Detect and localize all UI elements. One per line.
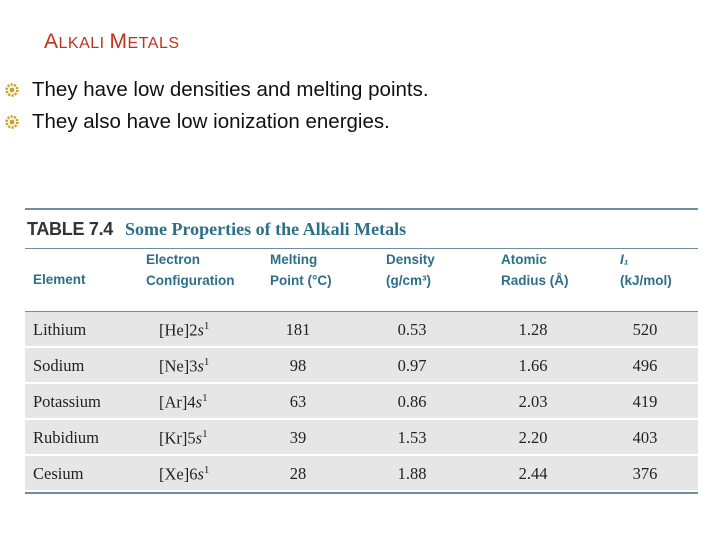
cell-ionization-energy: 419 <box>632 392 658 411</box>
cell-ionization-energy: 403 <box>632 428 658 447</box>
header-radius-line-1: Atomic <box>501 252 547 267</box>
header-element-label: Element <box>33 272 86 287</box>
gear-bullet-icon <box>5 115 19 129</box>
table-top-rule <box>25 208 698 210</box>
bullet-text: They also have low ionization energies. <box>32 110 390 133</box>
cell-atomic-radius: 2.20 <box>518 428 548 447</box>
config-exponent: 1 <box>202 428 208 440</box>
cell-configuration: [He]2s1 <box>159 320 209 341</box>
header-ie-line-2: (kJ/mol) <box>620 273 672 288</box>
cell-density: 1.53 <box>397 428 427 447</box>
cell-configuration: [Xe]6s1 <box>159 464 209 485</box>
cell-melting-point: 181 <box>285 320 311 339</box>
bullet-item: They have low densities and melting poin… <box>0 74 700 106</box>
cell-density: 0.53 <box>397 320 427 339</box>
config-exponent: 1 <box>203 464 210 476</box>
table-row: Rubidium [Kr]5s1 39 1.53 2.20 403 <box>25 420 698 456</box>
header-ie-line-1: I₁ <box>620 252 629 267</box>
config-exponent: 1 <box>202 392 208 404</box>
table-row: Sodium [Ne]3s1 98 0.97 1.66 496 <box>25 348 698 384</box>
config-exponent: 1 <box>203 320 210 332</box>
table-caption-text: Some Properties of the Alkali Metals <box>125 219 407 239</box>
header-config-line-1: Electron <box>146 252 201 267</box>
config-core: [Kr]5 <box>159 428 196 448</box>
header-element: Element <box>33 269 86 290</box>
header-configuration: Electron Configuration <box>146 249 234 291</box>
cell-ionization-energy: 376 <box>632 464 658 483</box>
cell-element: Rubidium <box>33 428 100 447</box>
cell-ionization-energy: 520 <box>632 320 658 339</box>
cell-ionization-energy: 496 <box>632 356 658 375</box>
cell-configuration: [Kr]5s1 <box>159 428 208 449</box>
header-melting-line-2: Point (°C) <box>270 273 332 288</box>
header-atomic-radius: Atomic Radius (Å) <box>501 249 569 291</box>
header-radius-line-2: Radius (Å) <box>501 273 569 288</box>
header-melting-line-1: Melting <box>270 252 318 267</box>
config-subshell: s <box>197 464 204 484</box>
header-ionization-energy: I₁ (kJ/mol) <box>620 249 672 291</box>
config-subshell: s <box>195 428 203 448</box>
table-bottom-rule <box>25 492 698 494</box>
cell-configuration: [Ar]4s1 <box>159 392 208 413</box>
config-subshell: s <box>195 392 203 412</box>
cell-configuration: [Ne]3s1 <box>159 356 209 377</box>
cell-melting-point: 28 <box>289 464 307 483</box>
bullet-item: They also have low ionization energies. <box>0 106 700 138</box>
slide-title: ALKALI METALS <box>44 30 180 54</box>
cell-element: Potassium <box>33 392 101 411</box>
table-header-rule <box>25 248 698 249</box>
table-row: Potassium [Ar]4s1 63 0.86 2.03 419 <box>25 384 698 420</box>
config-subshell: s <box>197 320 204 340</box>
cell-density: 0.97 <box>397 356 427 375</box>
header-density: Density (g/cm³) <box>386 249 435 291</box>
gear-bullet-icon <box>5 83 19 97</box>
table-row: Lithium [He]2s1 181 0.53 1.28 520 <box>25 312 698 348</box>
config-core: [He]2 <box>159 320 198 340</box>
properties-table: TABLE 7.4 Some Properties of the Alkali … <box>25 208 698 494</box>
cell-atomic-radius: 2.44 <box>518 464 548 483</box>
bullet-text: They have low densities and melting poin… <box>32 78 429 101</box>
header-density-line-2: (g/cm³) <box>386 273 431 288</box>
cell-density: 1.88 <box>397 464 427 483</box>
table-body-rule <box>25 311 698 312</box>
title-part-1: LKALI <box>58 35 110 52</box>
cell-atomic-radius: 2.03 <box>518 392 548 411</box>
bullet-list: They have low densities and melting poin… <box>0 74 700 138</box>
cell-atomic-radius: 1.28 <box>518 320 548 339</box>
cell-element: Lithium <box>33 320 87 339</box>
config-subshell: s <box>197 356 204 376</box>
config-core: [Ar]4 <box>159 392 196 412</box>
cell-melting-point: 63 <box>289 392 307 411</box>
config-core: [Xe]6 <box>159 464 198 484</box>
table-number: TABLE 7.4 <box>27 219 113 239</box>
header-config-line-2: Configuration <box>146 273 235 288</box>
table-header: Element Electron Configuration Melting P… <box>25 249 698 311</box>
table-row: Cesium [Xe]6s1 28 1.88 2.44 376 <box>25 456 698 492</box>
cell-element: Sodium <box>33 356 85 375</box>
cell-melting-point: 98 <box>289 356 307 375</box>
cell-density: 0.86 <box>397 392 427 411</box>
title-initial-a: A <box>44 30 59 53</box>
cell-element: Cesium <box>33 464 84 483</box>
header-melting-point: Melting Point (°C) <box>270 249 332 291</box>
cell-atomic-radius: 1.66 <box>518 356 548 375</box>
config-exponent: 1 <box>203 356 210 368</box>
header-density-line-1: Density <box>386 252 435 267</box>
title-part-2: ETALS <box>127 35 180 52</box>
cell-melting-point: 39 <box>289 428 307 447</box>
config-core: [Ne]3 <box>159 356 198 376</box>
title-initial-m: M <box>109 30 128 53</box>
table-caption: TABLE 7.4 Some Properties of the Alkali … <box>25 210 698 248</box>
